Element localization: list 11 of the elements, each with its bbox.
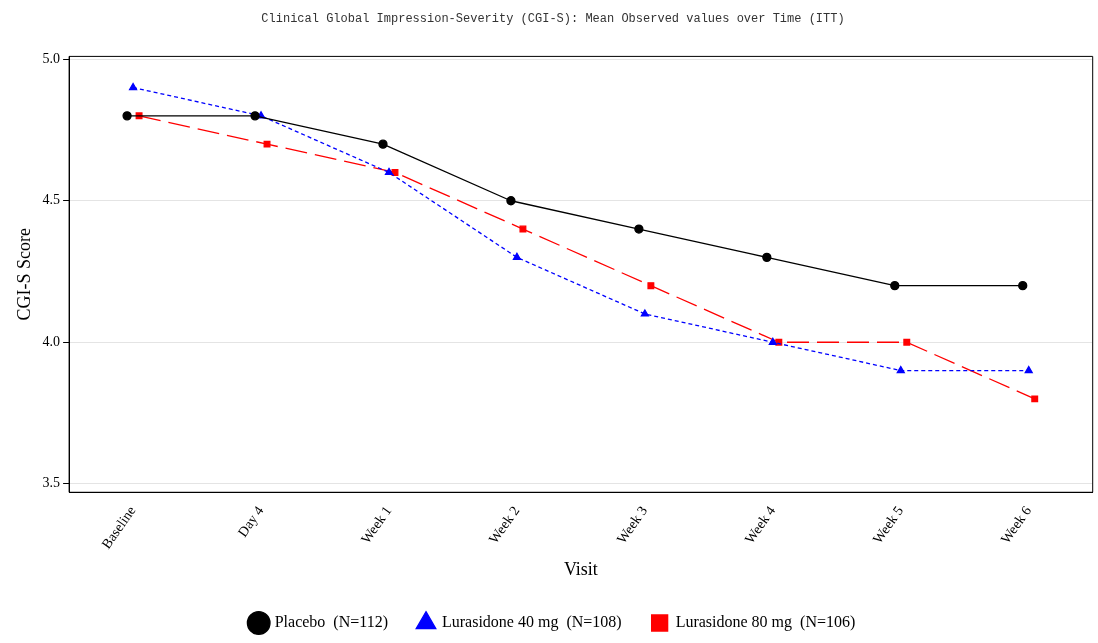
y-tick-label: 4.0 [42,333,61,349]
legend-label: Placebo (N=112) [274,613,388,632]
x-tick-label: Day 4 [234,503,267,540]
legend-label: Lurasidone 80 mg (N=106) [675,613,856,632]
y-axis-title: CGI-S Score [13,228,34,321]
chart-title: Clinical Global Impression-Severity (CGI-S): Mean Observed values over Time (ITT) [261,12,845,27]
y-tick-label: 5.0 [42,50,61,66]
y-tick-label: 3.5 [42,475,61,491]
x-axis-title: Visit [563,558,598,579]
legend-label: Lurasidone 40 mg (N=108) [441,613,622,632]
y-tick-label: 4.5 [42,192,61,208]
